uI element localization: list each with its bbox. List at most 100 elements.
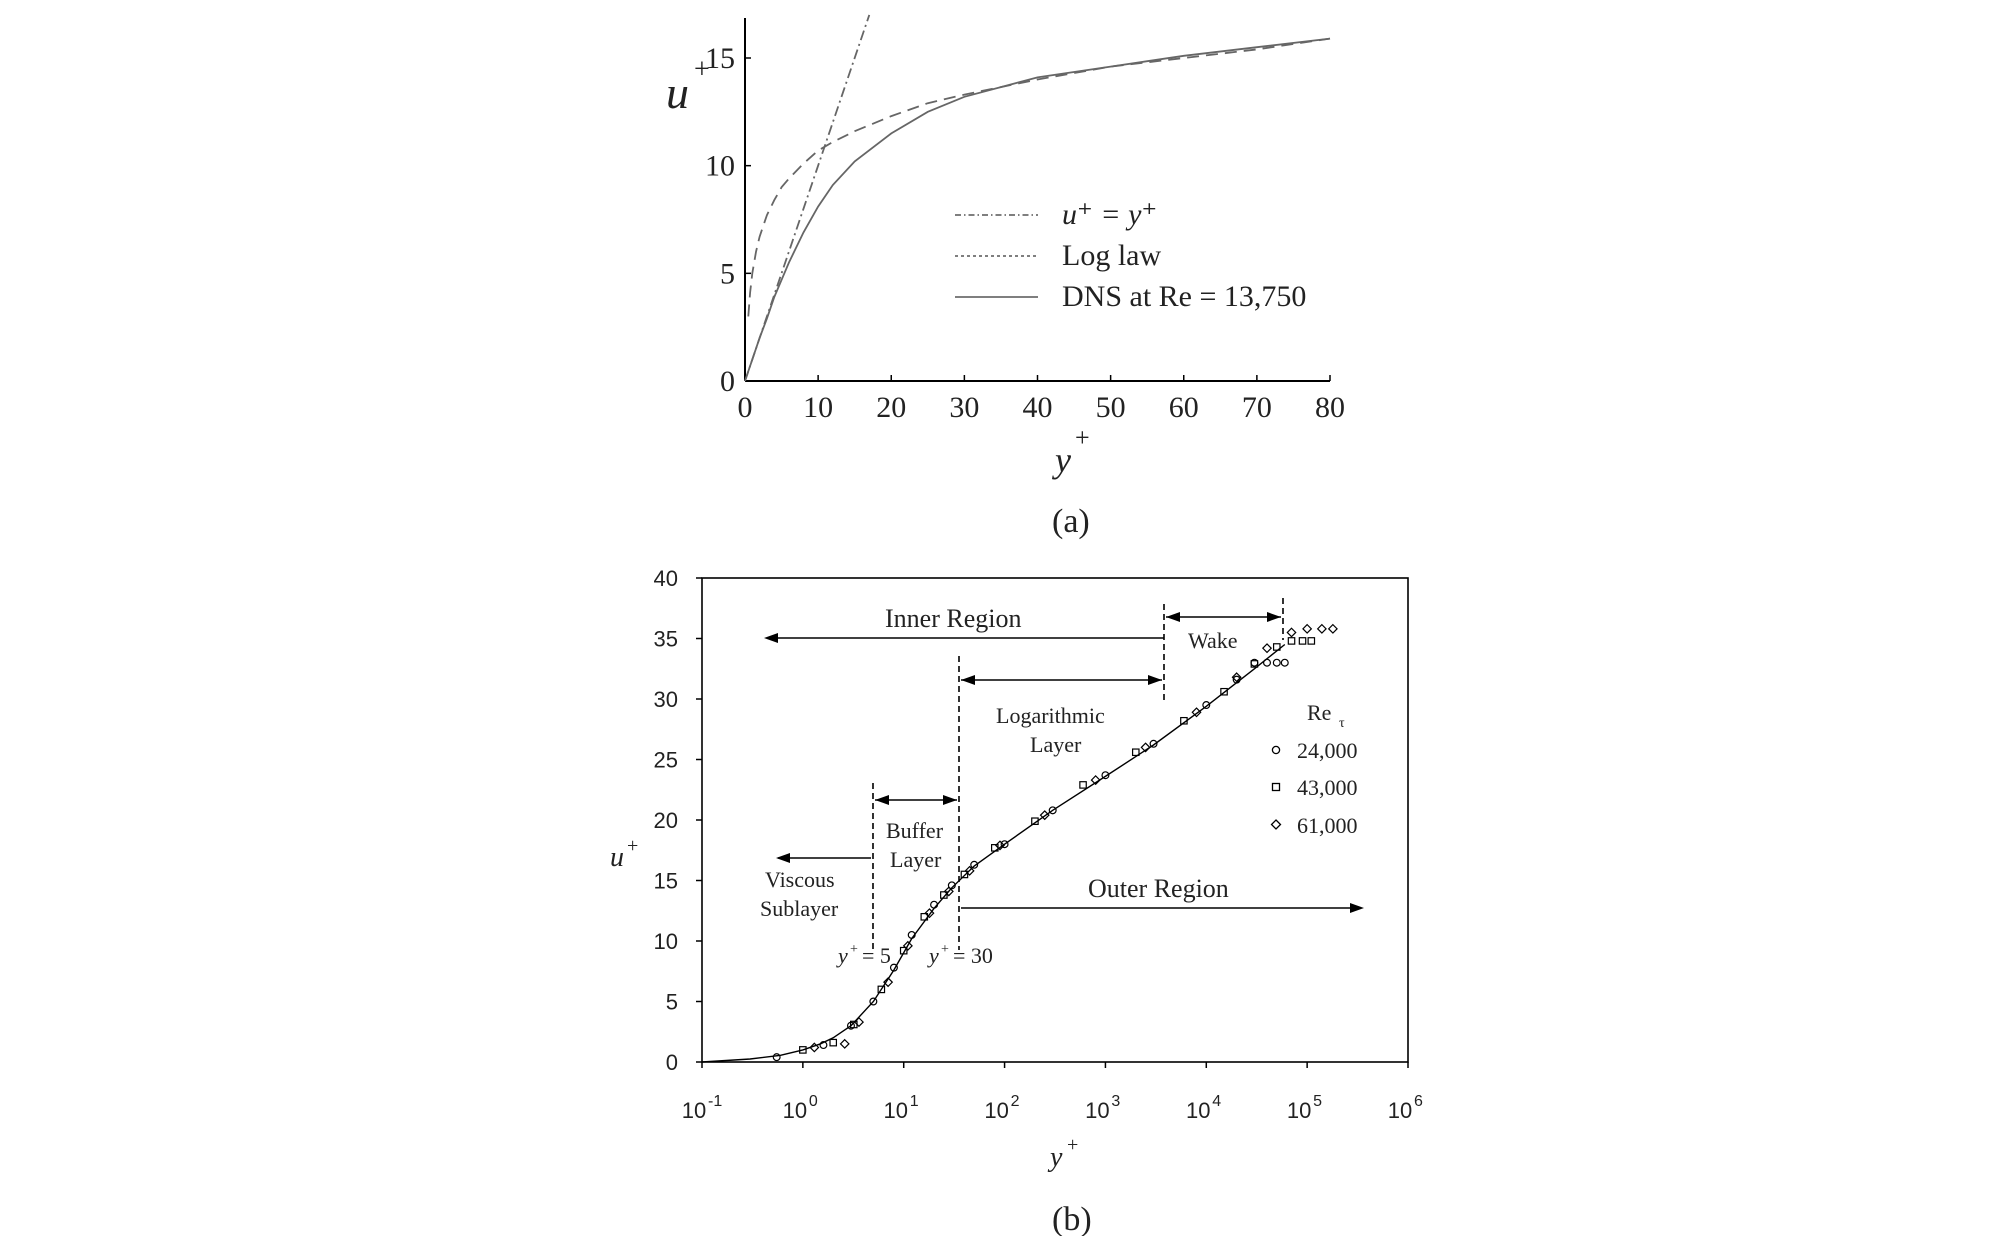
chart-a-series xyxy=(744,14,1331,382)
chart-b-x-tick-label: 10 xyxy=(883,1098,907,1123)
chart-b-x-tick-exponent: -1 xyxy=(708,1093,722,1110)
chart-a-x-tick-label: 80 xyxy=(1315,391,1345,424)
chart-a-x-tick-label: 10 xyxy=(803,391,833,424)
chart-b-xlabel-sup: + xyxy=(1067,1134,1078,1156)
data-point-diamond xyxy=(902,940,913,951)
chart-b-ylabel-sup: + xyxy=(627,835,638,857)
viscous-arrowhead xyxy=(776,853,790,863)
label-yplus30-y: y xyxy=(927,943,939,968)
chart-b-x-tick-exponent: 4 xyxy=(1212,1093,1221,1110)
chart-a-x-tick-label: 40 xyxy=(1023,391,1053,424)
chart-a-x-tick-label: 60 xyxy=(1169,391,1199,424)
data-point-diamond xyxy=(1140,742,1151,753)
chart-b-y-tick-label: 10 xyxy=(654,929,678,954)
buffer-arrowhead-right xyxy=(943,795,957,805)
legend-label-loglaw: Log law xyxy=(1062,239,1161,272)
data-point-square xyxy=(1180,716,1188,725)
label-buffer: Buffer xyxy=(886,818,944,843)
data-point-diamond xyxy=(994,840,1006,851)
label-logarithmic: Logarithmic xyxy=(996,703,1105,728)
data-point-square xyxy=(1079,781,1087,789)
chart-a-ylabel: u xyxy=(666,67,689,118)
chart-a-axes xyxy=(744,18,1330,382)
chart-a-x-tick-label: 70 xyxy=(1242,391,1272,424)
chart-a-y-tick-label: 10 xyxy=(705,150,735,183)
label-yplus5: = 5 xyxy=(862,943,891,968)
label-log-layer: Layer xyxy=(1030,732,1082,757)
chart-b-x-tick-label: 10 xyxy=(1388,1098,1412,1123)
chart-b-y-tick-label: 30 xyxy=(654,687,678,712)
wake-arrowhead-right xyxy=(1267,612,1281,622)
data-point-square xyxy=(1287,637,1296,645)
chart-b-ylabel: u xyxy=(610,842,624,873)
chart-a-y-tick-label: 0 xyxy=(720,365,735,398)
chart-a-x-tick-label: 20 xyxy=(876,391,906,424)
chart-a-y-tick-label: 5 xyxy=(720,257,735,290)
data-point-diamond xyxy=(1316,623,1327,634)
chart-a: 0 10 20 30 40 50 60 70 80 0 5 10 15 u + y + u⁺ = y⁺ … xyxy=(666,14,1345,540)
data-point-circle xyxy=(970,860,979,869)
label-yplus5-y: y xyxy=(836,943,848,968)
data-point-square xyxy=(877,985,886,994)
chart-b-y-tick-label: 15 xyxy=(654,869,678,894)
log-layer-arrowhead-left xyxy=(961,675,975,685)
log-layer-arrowhead-right xyxy=(1148,675,1162,685)
data-point-circle xyxy=(947,881,956,890)
chart-b-region-markers: Inner Region Wake Logarithmic Layer Buff… xyxy=(760,598,1364,968)
data-point-square xyxy=(940,891,948,899)
data-point-square xyxy=(1031,817,1039,826)
data-point-circle xyxy=(1272,658,1281,667)
data-point-diamond xyxy=(1327,623,1338,634)
data-point-diamond xyxy=(1261,643,1273,654)
chart-b-x-tick-label: 10 xyxy=(783,1098,807,1123)
data-point-diamond xyxy=(839,1038,850,1049)
caption-a: (a) xyxy=(1052,503,1090,540)
data-point-circle xyxy=(889,963,898,972)
chart-a-xlabel: y xyxy=(1052,440,1071,480)
data-point-circle xyxy=(1000,840,1009,849)
legend-label-linear: u⁺ = y⁺ xyxy=(1062,198,1157,231)
label-yplus30: = 30 xyxy=(953,943,993,968)
legend-label-43000: 43,000 xyxy=(1297,775,1358,800)
data-point-circle xyxy=(772,1053,781,1062)
chart-b-x-tick-exponent: 6 xyxy=(1414,1093,1423,1110)
chart-a-xlabel-sup: + xyxy=(1075,423,1090,452)
chart-b-xlabel: y xyxy=(1047,1142,1063,1173)
inner-region-arrowhead xyxy=(764,633,778,643)
data-point-circle xyxy=(1149,739,1158,748)
label-yplus5-sup: + xyxy=(850,942,858,957)
data-point-circle xyxy=(869,997,878,1006)
data-point-square xyxy=(1298,637,1307,645)
data-point-circle xyxy=(1232,675,1241,684)
chart-b-x-tick-exponent: 3 xyxy=(1111,1093,1120,1110)
chart-a-y-tick-label: 15 xyxy=(705,42,735,75)
data-point-diamond xyxy=(1090,775,1101,786)
data-point-diamond xyxy=(883,977,894,988)
data-point-square xyxy=(960,870,969,879)
data-point-circle xyxy=(1280,658,1289,667)
data-point-circle xyxy=(930,900,939,909)
chart-b-x-tick-exponent: 5 xyxy=(1313,1093,1322,1110)
chart-b-legend: Re τ 24,000 43,000 61,000 xyxy=(1270,700,1358,838)
data-point-square xyxy=(899,946,908,955)
chart-b-x-tick-label: 10 xyxy=(1287,1098,1311,1123)
data-point-square xyxy=(1250,660,1259,668)
data-point-circle xyxy=(819,1041,828,1050)
legend-label-61000: 61,000 xyxy=(1297,813,1358,838)
legend-marker-circle xyxy=(1271,745,1281,755)
caption-b: (b) xyxy=(1052,1201,1092,1236)
chart-b-points xyxy=(772,623,1338,1062)
data-point-circle xyxy=(1048,806,1057,815)
label-sublayer: Sublayer xyxy=(760,896,839,921)
legend-label-24000: 24,000 xyxy=(1297,738,1358,763)
label-viscous: Viscous xyxy=(765,867,835,892)
data-point-circle xyxy=(1202,701,1211,710)
data-point-diamond xyxy=(1286,627,1297,638)
outer-region-arrowhead xyxy=(1350,903,1364,913)
chart-b-x-tick-exponent: 2 xyxy=(1011,1093,1020,1110)
data-point-diamond xyxy=(1302,623,1313,634)
data-point-diamond xyxy=(964,865,975,876)
chart-b-x-tick-label: 10 xyxy=(1186,1098,1210,1123)
